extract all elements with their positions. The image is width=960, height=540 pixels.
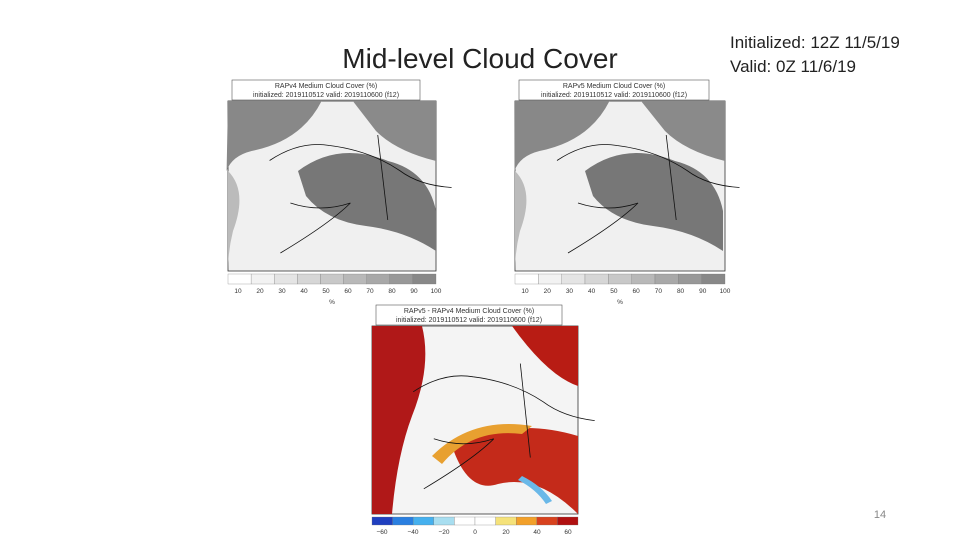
colorbar-segment: [227, 273, 252, 285]
cloud-area: [514, 101, 610, 171]
colorbar-tick-label: 20: [256, 288, 264, 295]
colorbar-segment: [343, 273, 367, 285]
coastline: [556, 134, 740, 254]
colorbar-unit: %: [617, 299, 623, 306]
colorbar-tick-label: 30: [566, 288, 574, 295]
colorbar-segment: [701, 273, 726, 285]
diff-area: [432, 424, 532, 464]
colorbar-tick-label: −40: [407, 529, 418, 536]
colorbar-tick-label: 40: [588, 288, 596, 295]
colorbar-segment: [274, 273, 298, 285]
diff-area: [512, 326, 578, 386]
colorbar-tick-label: 100: [720, 288, 731, 295]
colorbar-tick-label: 30: [278, 288, 286, 295]
colorbar-segment: [495, 516, 517, 526]
page-number: 14: [874, 509, 886, 521]
colorbar-segment: [536, 516, 558, 526]
colorbar-tick-label: −60: [376, 529, 387, 536]
panel-header-title: RAPv5 - RAPv4 Medium Cloud Cover (%): [404, 308, 534, 315]
cloud-area: [352, 101, 436, 161]
colorbar-segment: [250, 273, 275, 285]
diff-area: [518, 476, 552, 504]
valid-text: Valid: 0Z 11/6/19: [730, 57, 856, 76]
colorbar-unit: %: [329, 299, 335, 306]
colorbar-segment: [371, 516, 393, 526]
colorbar-tick-label: 80: [388, 288, 396, 295]
slide-title: Mid-level Cloud Cover: [342, 43, 617, 74]
cloud-area: [298, 153, 436, 251]
colorbar-tick-label: 50: [322, 288, 330, 295]
colorbar-segment: [389, 273, 414, 285]
colorbar-tick-label: 70: [655, 288, 663, 295]
colorbar-segment: [454, 516, 476, 526]
colorbar-segment: [433, 516, 455, 526]
colorbar-tick-label: 20: [502, 529, 510, 536]
panel-header-title: RAPv4 Medium Cloud Cover (%): [275, 83, 377, 90]
colorbar-segment: [584, 273, 609, 285]
colorbar-tick-label: 100: [431, 288, 442, 295]
colorbar-segment: [538, 273, 562, 285]
colorbar-tick-label: 10: [234, 288, 242, 295]
colorbar-tick-label: 60: [564, 529, 572, 536]
map-panel: RAPv5 Medium Cloud Cover (%) initialized:…: [514, 79, 740, 306]
cloud-area: [641, 101, 725, 161]
cloud-area: [515, 171, 527, 271]
panel-header-box: [375, 304, 563, 326]
colorbar-tick-label: 10: [521, 288, 529, 295]
colorbar-segment: [392, 516, 414, 526]
coastline: [269, 134, 452, 254]
colorbar-segment: [297, 273, 321, 285]
colorbar-segment: [557, 516, 579, 526]
colorbar-segment: [608, 273, 632, 285]
panel-header-subtitle: initialized: 2019110512 valid: 201911060…: [541, 92, 687, 99]
colorbar-segment: [678, 273, 702, 285]
colorbar-tick-label: 70: [366, 288, 374, 295]
panel-header-title: RAPv5 Medium Cloud Cover (%): [563, 83, 665, 90]
colorbar-segment: [561, 273, 586, 285]
map-panel: RAPv4 Medium Cloud Cover (%) initialized:…: [226, 79, 452, 306]
colorbar-segment: [413, 516, 434, 526]
colorbar-tick-label: 20: [544, 288, 552, 295]
colorbar-segment: [474, 516, 496, 526]
diff-area: [452, 428, 578, 514]
colorbar-tick-label: 90: [410, 288, 418, 295]
panel-header-subtitle: initialized: 2019110512 valid: 201911060…: [253, 92, 399, 99]
panel-header-subtitle: initialized: 2019110512 valid: 201911060…: [396, 317, 542, 324]
diff-area: [372, 326, 426, 514]
map-panel: RAPv5 - RAPv4 Medium Cloud Cover (%) init…: [371, 304, 595, 536]
panel-header-box: [518, 79, 710, 101]
colorbar-segment: [654, 273, 679, 285]
coastline: [412, 363, 595, 490]
colorbar-tick-label: 50: [610, 288, 618, 295]
cloud-area: [226, 101, 322, 171]
colorbar-tick-label: 60: [344, 288, 352, 295]
colorbar-tick-label: 40: [533, 529, 541, 536]
colorbar-segment: [412, 273, 437, 285]
initialized-text: Initialized: 12Z 11/5/19: [730, 33, 900, 52]
cloud-area: [585, 153, 723, 251]
colorbar-tick-label: −20: [438, 529, 449, 536]
cloud-area: [228, 171, 240, 271]
colorbar-segment: [366, 273, 390, 285]
colorbar-tick-label: 40: [300, 288, 308, 295]
panel-header-box: [231, 79, 421, 101]
colorbar-segment: [514, 273, 539, 285]
colorbar-tick-label: 60: [632, 288, 640, 295]
colorbar-tick-label: 80: [677, 288, 685, 295]
colorbar-tick-label: 90: [699, 288, 707, 295]
colorbar-segment: [631, 273, 656, 285]
colorbar-tick-label: 0: [473, 529, 477, 536]
colorbar-segment: [320, 273, 344, 285]
colorbar-segment: [516, 516, 537, 526]
